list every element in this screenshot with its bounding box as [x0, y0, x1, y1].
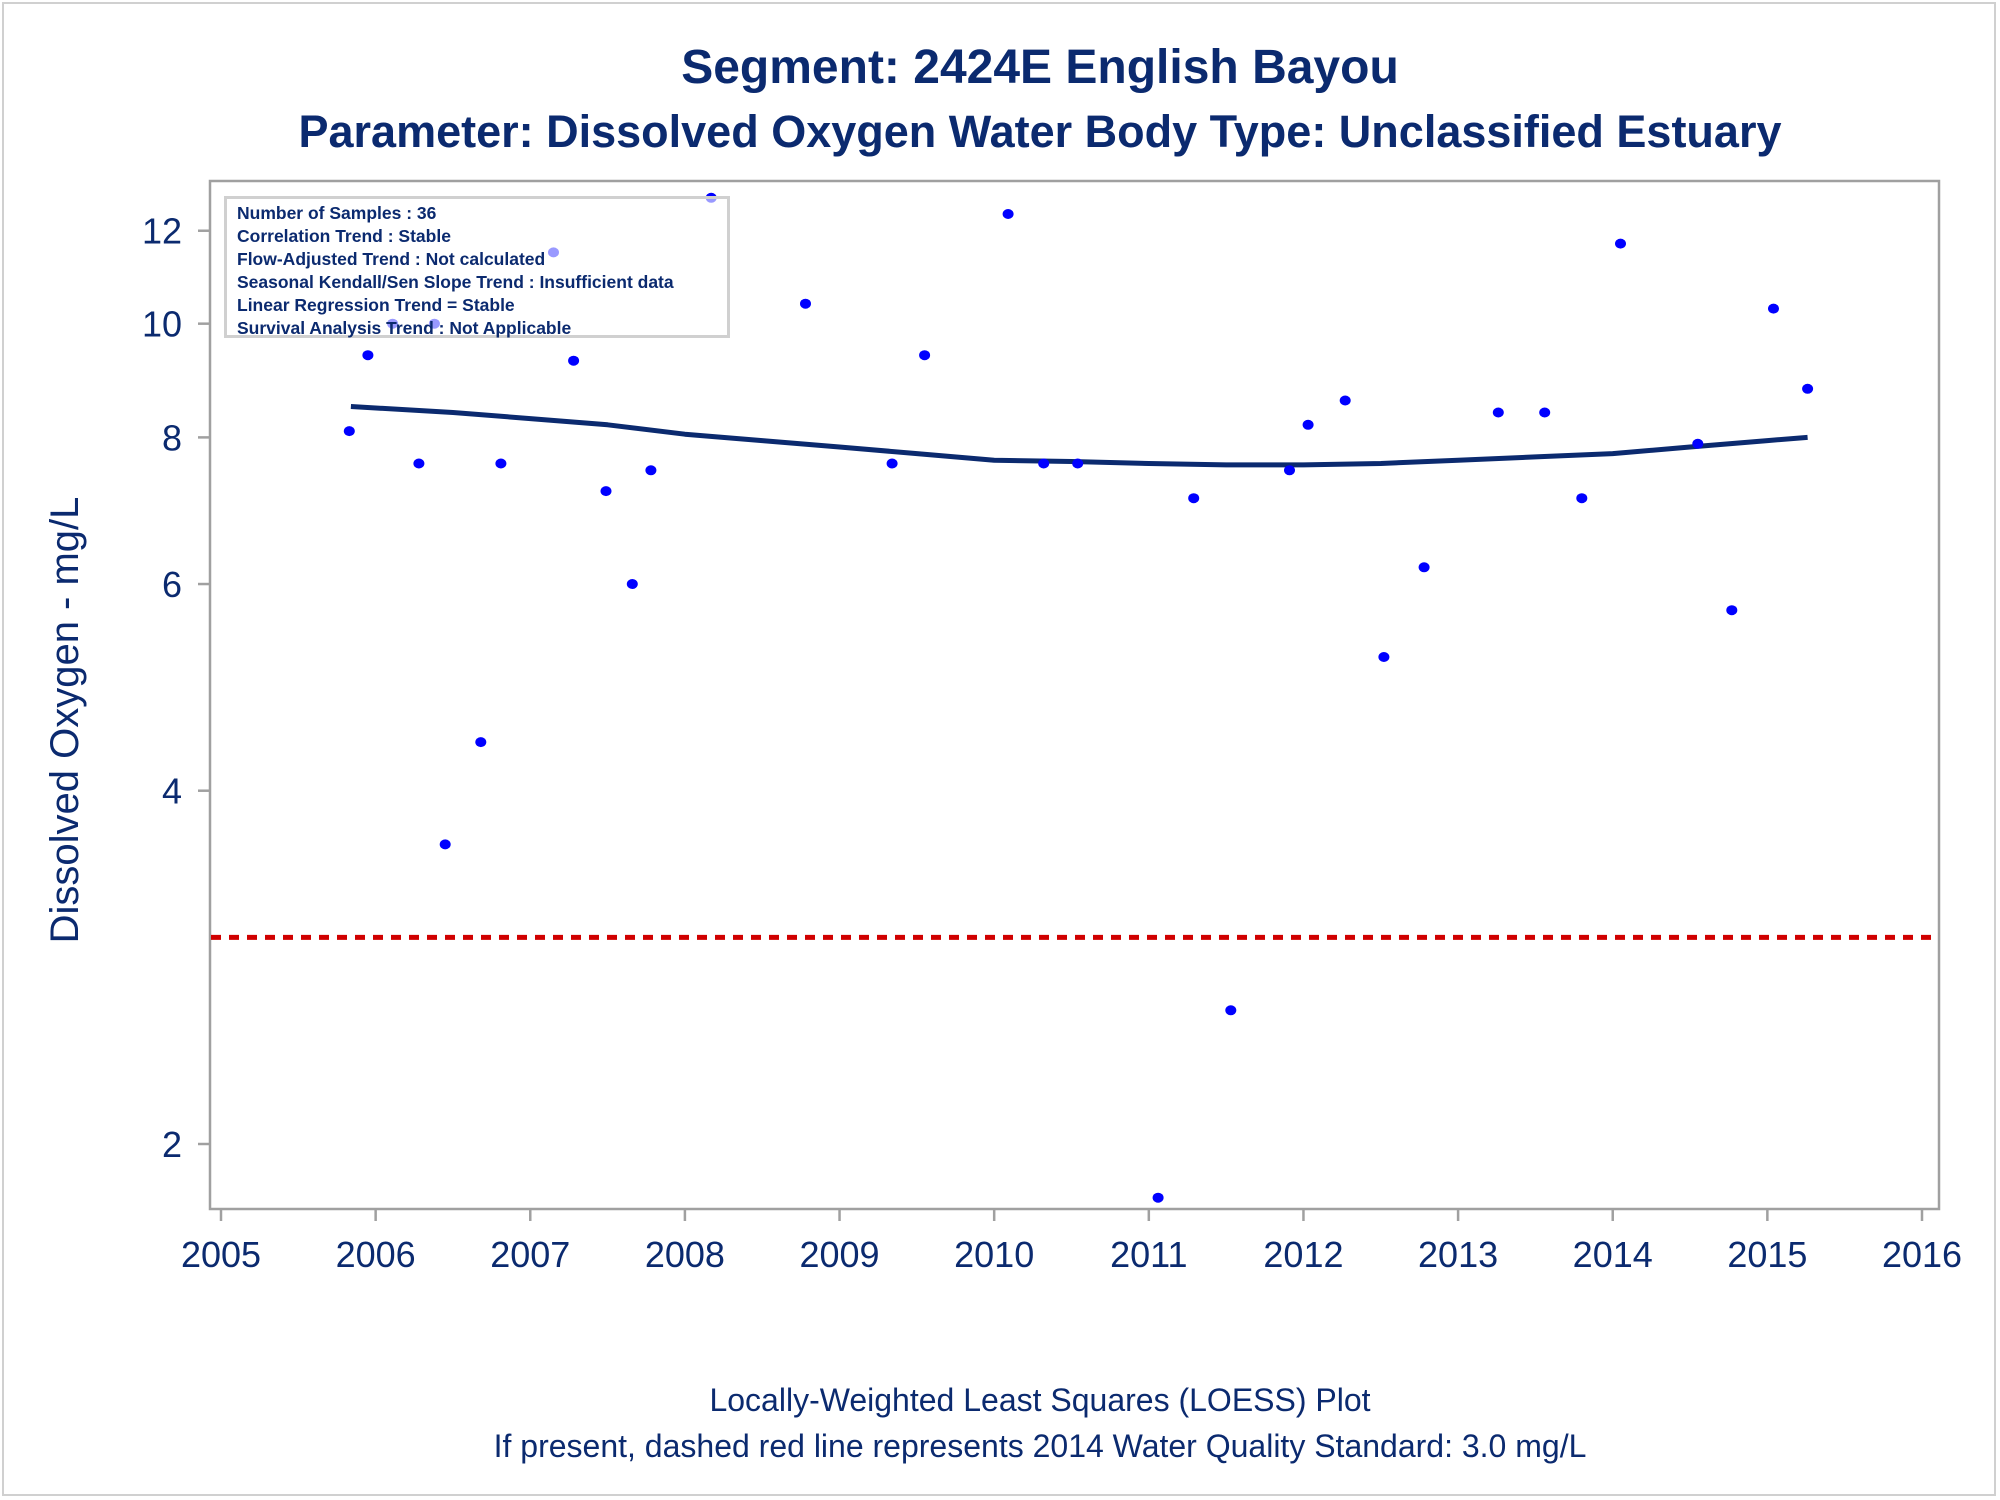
y-tick-label: 6 [162, 564, 182, 605]
summary-line: Correlation Trend : Stable [237, 226, 451, 246]
data-point [475, 737, 487, 748]
data-point [495, 458, 507, 469]
data-point [439, 839, 451, 850]
loess-curve [350, 404, 1808, 468]
data-point [919, 350, 931, 361]
summary-line: Linear Regression Trend = Stable [237, 295, 515, 315]
x-axis: 2005 2006 2007 2008 2009 2010 2011 2012 2013 2014… [181, 1209, 1962, 1275]
data-point [1002, 209, 1014, 219]
x-tick-label: 2009 [799, 1234, 879, 1275]
data-point [1768, 303, 1779, 314]
x-tick-label: 2010 [954, 1234, 1034, 1275]
data-point [1038, 458, 1050, 469]
x-tick-label: 2015 [1727, 1234, 1807, 1275]
x-tick-label: 2016 [1882, 1234, 1962, 1275]
data-point [1225, 1005, 1237, 1016]
data-point [645, 465, 657, 476]
data-point [568, 355, 580, 366]
data-point [1492, 407, 1504, 418]
x-tick-label: 2011 [1110, 1234, 1187, 1275]
x-tick-label: 2014 [1573, 1234, 1653, 1275]
data-point [1072, 458, 1084, 469]
data-point [1539, 407, 1551, 418]
plot-frame [208, 179, 1941, 1211]
y-tick-label: 2 [162, 1124, 182, 1165]
x-tick-label: 2013 [1418, 1234, 1498, 1275]
y-tick-label: 10 [142, 304, 182, 345]
footnote-loess: Locally-Weighted Least Squares (LOESS) P… [709, 1382, 1371, 1418]
summary-line: Seasonal Kendall/Sen Slope Trend : Insuf… [237, 272, 674, 292]
y-tick-label: 12 [142, 211, 182, 252]
data-point [1726, 605, 1738, 616]
data-point [600, 486, 612, 497]
data-point [1418, 562, 1430, 573]
data-point [1188, 493, 1200, 504]
data-point [1302, 419, 1314, 430]
x-tick-label: 2008 [645, 1234, 725, 1275]
data-point [362, 350, 374, 361]
data-point [1615, 238, 1626, 249]
x-tick-label: 2006 [336, 1234, 416, 1275]
chart-title: Segment: 2424E English Bayou [681, 41, 1399, 94]
data-point [626, 579, 638, 589]
data-point [1378, 652, 1390, 662]
data-point [886, 458, 898, 469]
chart-subtitle: Parameter: Dissolved Oxygen Water Body T… [298, 106, 1782, 157]
data-point [1576, 493, 1588, 504]
y-axis: 2 4 6 8 10 12 [142, 211, 210, 1165]
x-tick-label: 2005 [181, 1234, 261, 1275]
data-point [1692, 438, 1704, 449]
footnote-standard: If present, dashed red line represents 2… [493, 1428, 1587, 1464]
summary-line: Flow-Adjusted Trend : Not calculated [237, 249, 546, 269]
y-tick-label: 8 [162, 417, 182, 458]
y-axis-label: Dissolved Oxygen - mg/L [43, 497, 87, 944]
data-point [1152, 1192, 1164, 1203]
data-point [1339, 395, 1351, 406]
x-tick-label: 2007 [490, 1234, 570, 1275]
y-tick-label: 4 [162, 771, 182, 812]
data-point [343, 426, 355, 437]
data-point [1284, 465, 1295, 476]
data-point [800, 298, 811, 309]
trend-summary-box: Number of Samples : 36 Correlation Trend… [224, 196, 730, 338]
summary-line: Survival Analysis Trend : Not Applicable [237, 318, 572, 338]
summary-line: Number of Samples : 36 [237, 203, 437, 223]
data-point [1802, 383, 1814, 394]
data-point [413, 458, 425, 469]
x-tick-label: 2012 [1263, 1234, 1343, 1275]
